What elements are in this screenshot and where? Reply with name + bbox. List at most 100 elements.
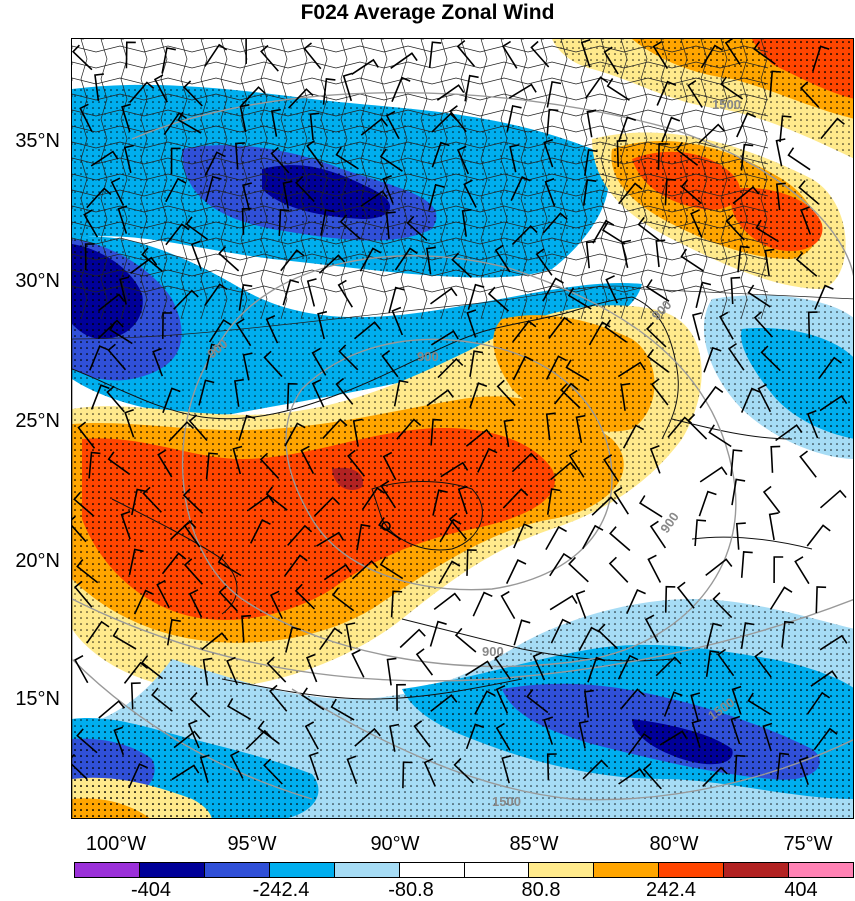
- colorbar-swatch: [334, 863, 400, 877]
- colorbar-swatch: [789, 863, 854, 877]
- wind-barb: [815, 586, 827, 614]
- wind-barb: [233, 378, 244, 407]
- wind-barb: [346, 755, 358, 785]
- wind-barb: [501, 40, 518, 69]
- wind-barb: [708, 424, 732, 448]
- wind-barb: [618, 182, 643, 205]
- wind-barb: [295, 176, 315, 203]
- wind-barb: [549, 461, 577, 481]
- wind-barb: [621, 239, 632, 268]
- wind-barb: [208, 318, 232, 343]
- wind-barb: [582, 178, 597, 206]
- wind-barb: [190, 240, 202, 270]
- wind-barb: [545, 525, 567, 550]
- wind-barb: [389, 723, 400, 752]
- wind-barb: [466, 549, 477, 576]
- wind-barb: [198, 379, 215, 406]
- wind-barb: [664, 178, 676, 206]
- wind-barb: [587, 656, 606, 683]
- wind-barb: [806, 524, 831, 547]
- wind-barb: [428, 41, 442, 69]
- wind-barb: [465, 428, 493, 447]
- wind-barb: [378, 517, 402, 541]
- wind-barb: [318, 254, 346, 274]
- wind-barb: [578, 626, 600, 651]
- wind-barb: [575, 590, 587, 619]
- contour-label: 900: [417, 349, 439, 364]
- wind-barb: [76, 559, 99, 584]
- wind-barb: [249, 519, 271, 544]
- county-border-line: [420, 39, 428, 320]
- county-border-line: [72, 77, 769, 85]
- wind-barb: [664, 585, 676, 613]
- wind-barb: [241, 614, 252, 643]
- wind-barb: [655, 656, 682, 677]
- wind-barb: [323, 563, 352, 581]
- wind-barbs: [72, 39, 848, 790]
- wind-barb: [740, 143, 754, 171]
- colorbar-swatch: [464, 863, 530, 877]
- stipple-region: [72, 798, 150, 818]
- lat-tick-label: 15°N: [15, 688, 60, 710]
- wind-barb: [467, 283, 485, 310]
- wind-barb: [513, 619, 531, 646]
- wind-barb: [694, 519, 707, 547]
- county-border-line: [400, 39, 408, 320]
- county-border-line: [340, 39, 348, 320]
- wind-barb: [301, 687, 325, 711]
- wind-barb: [512, 320, 537, 343]
- wind-barb: [775, 182, 786, 211]
- wind-barb: [379, 556, 404, 580]
- wind-barb: [177, 111, 202, 134]
- wind-barb: [335, 377, 354, 405]
- wind-barb: [76, 728, 98, 754]
- wind-barb: [338, 344, 359, 371]
- coastline: [72, 296, 633, 420]
- wind-barb: [495, 684, 509, 714]
- wind-barb: [386, 657, 397, 686]
- county-border-line: [72, 253, 769, 261]
- wind-barb: [123, 144, 134, 173]
- wind-barb: [448, 512, 468, 540]
- wind-barb: [609, 526, 631, 552]
- wind-barb: [385, 211, 396, 239]
- wind-barb: [597, 623, 619, 650]
- wind-barb: [205, 343, 221, 371]
- wind-barb: [339, 214, 361, 240]
- wind-barb: [393, 379, 409, 407]
- wind-barb: [787, 147, 811, 171]
- wind-barb: [456, 145, 470, 175]
- county-border-line: [220, 39, 228, 320]
- stipple-region: [741, 328, 853, 439]
- county-border-line: [680, 39, 688, 320]
- wind-barb: [542, 212, 568, 234]
- wind-barb: [189, 692, 211, 718]
- lon-tick-label: 95°W: [227, 833, 277, 855]
- wind-barb: [428, 183, 445, 211]
- colorbar: [74, 862, 854, 878]
- wind-barb: [280, 249, 305, 272]
- wind-barb: [183, 519, 201, 548]
- wind-barb: [97, 319, 124, 340]
- colorbar-swatch: [204, 863, 270, 877]
- wind-barb: [543, 138, 554, 168]
- wind-barb: [454, 627, 477, 653]
- wind-barb: [730, 449, 743, 477]
- wind-barb: [157, 449, 173, 478]
- wind-barb: [430, 330, 459, 346]
- wind-barb: [226, 656, 239, 686]
- wind-barb: [235, 318, 252, 347]
- wind-barb: [141, 247, 163, 272]
- wind-barb: [584, 76, 609, 99]
- wind-barb: [106, 385, 125, 413]
- wind-barb: [799, 81, 820, 108]
- wind-barb: [585, 240, 596, 269]
- wind-barb: [352, 418, 363, 447]
- wind-barb: [553, 382, 579, 405]
- wind-barb: [800, 206, 812, 235]
- wind-barb: [545, 412, 556, 441]
- wind-barb: [432, 489, 448, 516]
- wind-barb: [731, 685, 742, 715]
- wind-barb: [294, 583, 316, 610]
- wind-barb: [263, 350, 283, 378]
